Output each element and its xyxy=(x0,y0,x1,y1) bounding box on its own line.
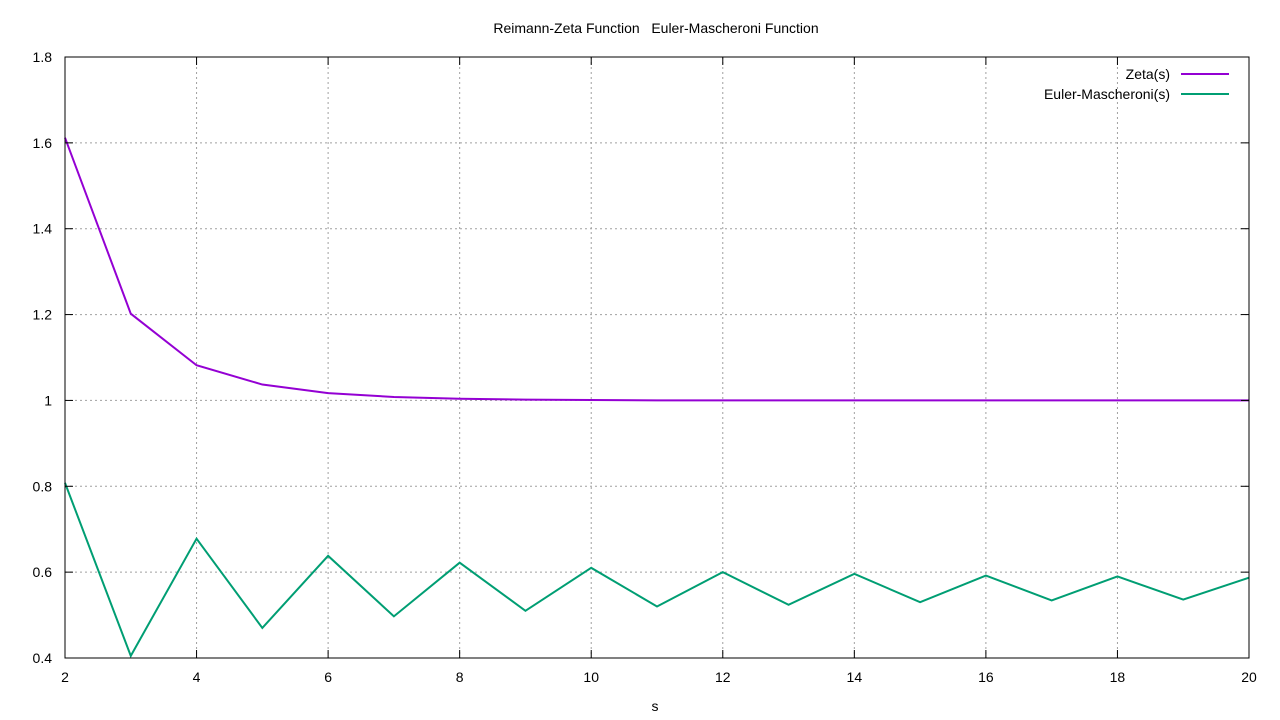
y-tick-label: 1.8 xyxy=(33,49,53,65)
x-axis-label: s xyxy=(652,698,659,714)
legend-label: Euler-Mascheroni(s) xyxy=(1044,86,1170,102)
y-tick-label: 1.4 xyxy=(33,221,53,237)
y-tick-label: 1.6 xyxy=(33,135,53,151)
series-lines xyxy=(64,137,1250,659)
x-tick-label: 20 xyxy=(1241,669,1257,685)
x-tick-label: 2 xyxy=(61,669,69,685)
chart-title: Reimann-Zeta Function Euler-Mascheroni F… xyxy=(493,20,818,36)
axis-ticks xyxy=(64,56,1250,659)
legend-label: Zeta(s) xyxy=(1126,66,1170,82)
x-tick-label: 8 xyxy=(456,669,464,685)
series-line-zeta xyxy=(64,137,1249,402)
x-tick-label: 10 xyxy=(583,669,599,685)
grid xyxy=(65,57,1249,658)
x-tick-label: 4 xyxy=(193,669,201,685)
legend-entry: Euler-Mascheroni(s) xyxy=(1044,86,1229,102)
x-tick-label: 16 xyxy=(978,669,994,685)
legend-entry: Zeta(s) xyxy=(1126,66,1229,82)
y-tick-label: 1 xyxy=(44,392,52,408)
y-tick-label: 0.6 xyxy=(33,564,53,580)
y-tick-label: 0.8 xyxy=(33,478,53,494)
plot-area-frame xyxy=(64,56,1250,659)
legend: Zeta(s) Euler-Mascheroni(s) xyxy=(1044,66,1229,102)
x-tick-label: 18 xyxy=(1110,669,1126,685)
x-tick-label: 12 xyxy=(715,669,731,685)
y-tick-label: 1.2 xyxy=(33,307,53,323)
x-tick-label: 14 xyxy=(847,669,863,685)
y-tick-label: 0.4 xyxy=(33,650,53,666)
x-tick-label: 6 xyxy=(324,669,332,685)
series-line-euler-mascheroni xyxy=(64,482,1250,659)
x-axis-tick-labels: 2 4 6 8 10 12 14 16 18 20 xyxy=(61,669,1257,685)
y-axis-tick-labels: 0.4 0.6 0.8 1 1.2 1.4 1.6 1.8 xyxy=(33,49,53,666)
